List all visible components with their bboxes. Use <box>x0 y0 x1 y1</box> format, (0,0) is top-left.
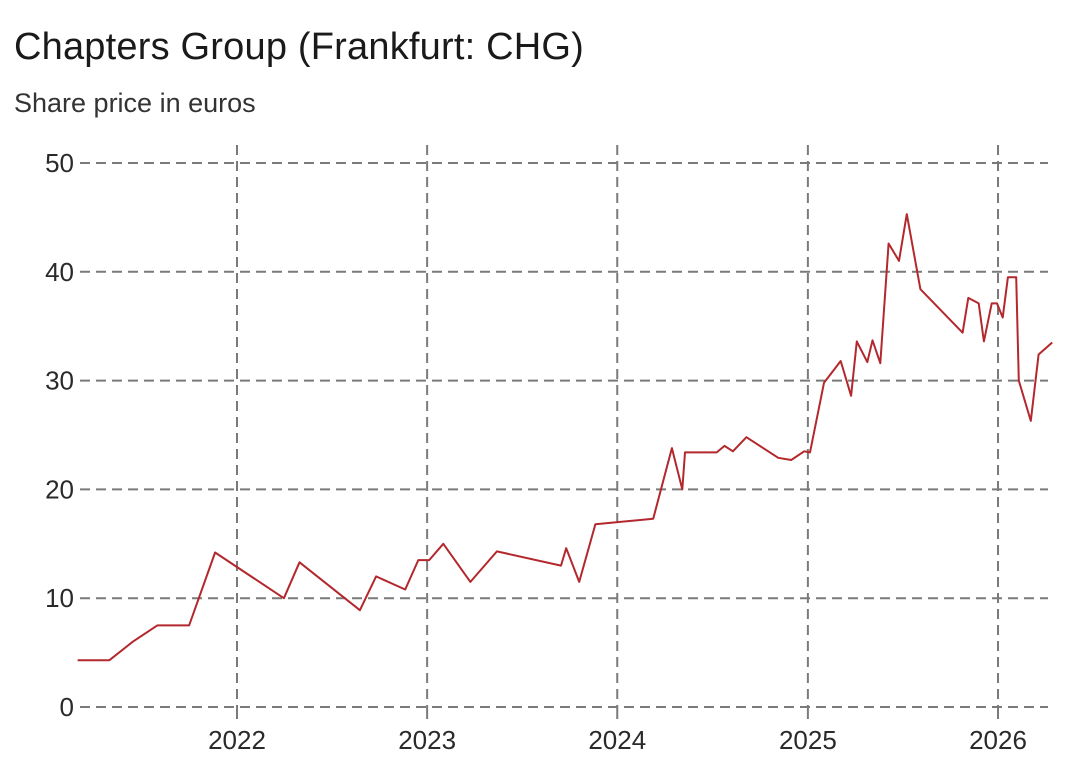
y-tick-label: 30 <box>45 366 74 396</box>
y-tick-label: 10 <box>45 583 74 613</box>
x-tick-label: 2026 <box>969 725 1027 755</box>
y-tick-label: 20 <box>45 474 74 504</box>
axis-labels: 0 10 20 30 40 50 2022 2023 2024 2025 2026 <box>45 148 1027 755</box>
grid <box>80 145 1048 719</box>
x-tick-label: 2023 <box>398 725 456 755</box>
y-tick-label: 40 <box>45 257 74 287</box>
chart-subtitle: Share price in euros <box>14 88 256 118</box>
x-tick-label: 2025 <box>779 725 837 755</box>
x-tick-label: 2024 <box>588 725 646 755</box>
series-line <box>77 213 1053 662</box>
chart-title: Chapters Group (Frankfurt: CHG) <box>14 26 585 68</box>
x-tick-label: 2022 <box>208 725 266 755</box>
y-tick-label: 0 <box>60 692 74 722</box>
y-tick-label: 50 <box>45 148 74 178</box>
series-layer <box>77 213 1053 662</box>
